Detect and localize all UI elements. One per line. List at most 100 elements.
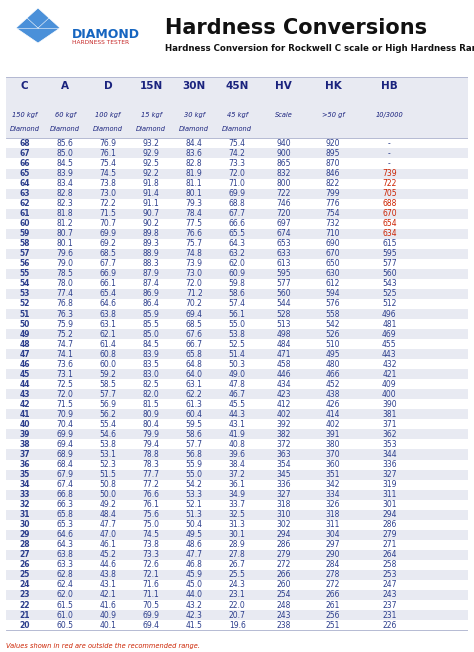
Text: 48.6: 48.6 — [186, 541, 203, 550]
Text: 43.1: 43.1 — [100, 580, 117, 589]
Text: 50: 50 — [19, 319, 30, 329]
Text: 231: 231 — [382, 610, 397, 619]
Text: 650: 650 — [326, 259, 340, 269]
Text: 59: 59 — [19, 230, 30, 238]
Text: 739: 739 — [382, 169, 397, 178]
Text: 76.1: 76.1 — [100, 149, 117, 158]
FancyBboxPatch shape — [6, 490, 468, 499]
Text: 58.6: 58.6 — [229, 289, 246, 299]
Text: 54.6: 54.6 — [100, 430, 117, 439]
Text: 49.5: 49.5 — [186, 530, 203, 539]
Text: 68.9: 68.9 — [57, 450, 73, 459]
Text: 72.0: 72.0 — [186, 280, 203, 288]
Text: 30: 30 — [19, 520, 30, 529]
Text: 85.9: 85.9 — [143, 310, 160, 319]
Text: 44: 44 — [19, 379, 30, 389]
Text: 19.6: 19.6 — [229, 621, 246, 630]
Text: 380: 380 — [326, 440, 340, 449]
Text: 72.5: 72.5 — [57, 379, 73, 389]
Text: 60.4: 60.4 — [186, 410, 203, 419]
Text: 391: 391 — [326, 430, 340, 439]
Text: 31: 31 — [19, 511, 30, 519]
Text: 60 kgf: 60 kgf — [55, 111, 76, 117]
Text: HB: HB — [381, 82, 398, 91]
Text: 443: 443 — [382, 349, 397, 359]
Text: 47.7: 47.7 — [100, 520, 117, 529]
Text: 64: 64 — [19, 179, 30, 188]
Text: Diamond: Diamond — [179, 126, 209, 132]
Text: 48.4: 48.4 — [100, 511, 117, 519]
Text: 92.2: 92.2 — [143, 169, 160, 178]
Text: 42: 42 — [19, 400, 30, 409]
Text: 26.7: 26.7 — [229, 560, 246, 569]
Text: 46.7: 46.7 — [229, 390, 246, 399]
Text: 73.0: 73.0 — [186, 269, 203, 278]
FancyBboxPatch shape — [6, 349, 468, 359]
Text: 91.8: 91.8 — [143, 179, 160, 188]
Text: 822: 822 — [326, 179, 340, 188]
Text: 82.8: 82.8 — [186, 159, 202, 168]
Text: 90.2: 90.2 — [143, 219, 160, 228]
Text: 301: 301 — [382, 500, 397, 509]
Text: 45.2: 45.2 — [100, 550, 117, 559]
Text: 423: 423 — [276, 390, 291, 399]
Text: 77.7: 77.7 — [143, 470, 160, 479]
Text: 37: 37 — [19, 450, 30, 459]
Text: 512: 512 — [382, 299, 397, 308]
Text: 80.4: 80.4 — [143, 420, 160, 429]
Text: 63.1: 63.1 — [186, 379, 203, 389]
Text: 89.8: 89.8 — [143, 230, 160, 238]
Text: 495: 495 — [326, 349, 340, 359]
FancyBboxPatch shape — [6, 229, 468, 239]
Text: 327: 327 — [276, 490, 291, 499]
Text: 895: 895 — [326, 149, 340, 158]
Polygon shape — [16, 8, 60, 43]
Text: 30.1: 30.1 — [229, 530, 246, 539]
Text: 59.2: 59.2 — [100, 370, 117, 379]
Text: 79.4: 79.4 — [143, 440, 160, 449]
Text: 697: 697 — [276, 219, 291, 228]
Text: 82.3: 82.3 — [57, 199, 73, 208]
Text: 77.4: 77.4 — [56, 289, 73, 299]
Text: 722: 722 — [276, 189, 291, 198]
Text: 402: 402 — [276, 410, 291, 419]
Text: 21: 21 — [19, 610, 30, 619]
Text: 302: 302 — [276, 520, 291, 529]
Text: 290: 290 — [326, 550, 340, 559]
Text: 46.1: 46.1 — [100, 541, 117, 550]
Text: 381: 381 — [382, 410, 397, 419]
Text: 65.8: 65.8 — [186, 349, 203, 359]
Text: 261: 261 — [326, 600, 340, 610]
FancyBboxPatch shape — [6, 188, 468, 199]
Text: 256: 256 — [326, 610, 340, 619]
Text: 60: 60 — [19, 219, 30, 228]
Text: 43: 43 — [19, 390, 30, 399]
Text: 41.5: 41.5 — [186, 621, 203, 630]
Text: 363: 363 — [276, 450, 291, 459]
Text: 45.5: 45.5 — [229, 400, 246, 409]
Text: 68.5: 68.5 — [100, 249, 117, 258]
Text: 53.3: 53.3 — [186, 490, 203, 499]
Text: 75.4: 75.4 — [100, 159, 117, 168]
Text: Diamond: Diamond — [136, 126, 166, 132]
Text: 55.0: 55.0 — [229, 319, 246, 329]
Text: 279: 279 — [276, 550, 291, 559]
Text: 71.1: 71.1 — [143, 591, 160, 599]
Text: 71.6: 71.6 — [143, 580, 160, 589]
Text: 480: 480 — [326, 360, 340, 368]
Text: 67.7: 67.7 — [100, 259, 117, 269]
Text: 43.2: 43.2 — [186, 600, 203, 610]
Text: 76.6: 76.6 — [186, 230, 203, 238]
Text: 720: 720 — [276, 209, 291, 218]
Text: 560: 560 — [276, 289, 291, 299]
Text: DIAMOND: DIAMOND — [72, 28, 140, 41]
Text: 57.4: 57.4 — [229, 299, 246, 308]
Text: 360: 360 — [326, 460, 340, 469]
Text: 66.7: 66.7 — [186, 340, 203, 349]
Text: 79.9: 79.9 — [143, 430, 160, 439]
Text: 56.2: 56.2 — [100, 410, 117, 419]
Text: 52.1: 52.1 — [186, 500, 202, 509]
Text: 78.4: 78.4 — [186, 209, 203, 218]
Text: 362: 362 — [382, 430, 397, 439]
Text: 76.3: 76.3 — [56, 310, 73, 319]
